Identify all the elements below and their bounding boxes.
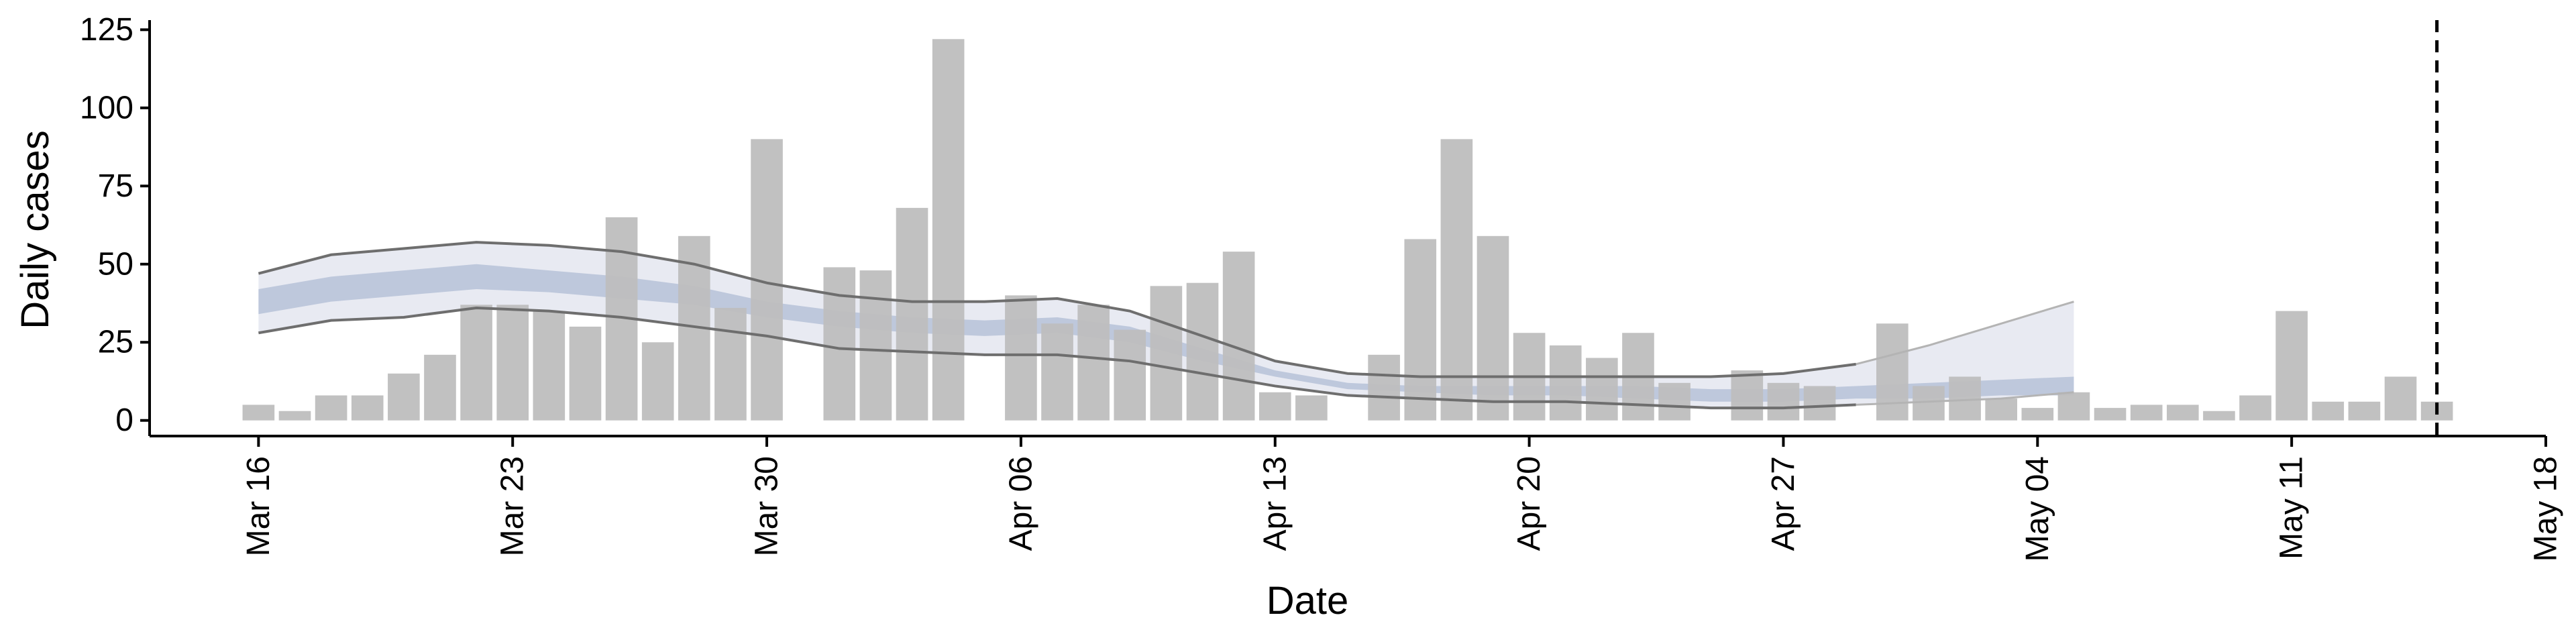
bar xyxy=(859,270,892,421)
bar xyxy=(896,207,928,421)
bar xyxy=(1222,252,1255,421)
lines-layer xyxy=(258,20,2439,436)
bar xyxy=(1295,395,1328,421)
bar xyxy=(533,311,566,421)
bar xyxy=(351,395,384,421)
x-axis-label: Date xyxy=(1267,579,1349,623)
bar xyxy=(1803,386,1836,421)
bar xyxy=(1477,235,1509,421)
bar xyxy=(278,411,311,421)
bar xyxy=(1767,382,1800,421)
y-tick-label: 25 xyxy=(98,325,133,360)
bar xyxy=(569,326,602,421)
bars-layer xyxy=(242,39,2453,421)
bar xyxy=(2239,395,2271,421)
bar xyxy=(2021,408,2054,421)
bar xyxy=(315,395,347,421)
bar xyxy=(1549,345,1582,421)
x-tick-label: Mar 30 xyxy=(749,456,785,556)
x-tick-label: Apr 27 xyxy=(1766,456,1801,551)
bar xyxy=(823,267,856,421)
bar xyxy=(932,39,965,421)
bar xyxy=(1005,295,1037,421)
bar xyxy=(1077,305,1110,421)
bar xyxy=(242,405,275,421)
x-tick-label: May 11 xyxy=(2274,456,2310,559)
x-tick-label: May 18 xyxy=(2528,456,2564,561)
bar xyxy=(2130,405,2163,421)
x-tick-label: May 04 xyxy=(2020,456,2055,561)
bar xyxy=(1913,386,1945,421)
bar xyxy=(1186,282,1219,421)
bar xyxy=(1258,392,1291,421)
bar xyxy=(1404,239,1437,421)
estimate-lower-line xyxy=(258,306,1856,410)
bar xyxy=(460,305,492,421)
x-tick-label: Apr 13 xyxy=(1257,456,1293,551)
estimate-upper-tail xyxy=(1856,301,2074,366)
y-axis-label: Daily cases xyxy=(13,130,57,329)
bar xyxy=(2312,401,2345,421)
x-tick-label: Mar 23 xyxy=(495,456,531,556)
bar xyxy=(1041,323,1073,421)
bar xyxy=(1440,139,1473,421)
bar xyxy=(1368,354,1400,421)
bar xyxy=(388,373,420,421)
estimate-lower-tail xyxy=(1856,391,2074,406)
bar xyxy=(1876,323,1909,421)
bar xyxy=(2384,376,2417,421)
x-tick-label: Mar 16 xyxy=(241,456,276,556)
bar xyxy=(641,342,674,421)
bar xyxy=(1114,329,1146,421)
bar xyxy=(1985,398,2017,421)
bar xyxy=(2203,411,2235,421)
bar xyxy=(1586,358,1618,421)
x-tick-label: Apr 20 xyxy=(1511,456,1547,551)
y-tick-label: 0 xyxy=(115,402,133,438)
estimate-upper-line xyxy=(258,241,1856,378)
bar xyxy=(2094,408,2127,421)
bar xyxy=(2275,311,2308,421)
x-tick-label: Apr 06 xyxy=(1003,456,1038,551)
bar xyxy=(2166,405,2199,421)
bar xyxy=(714,307,747,421)
y-tick-label: 50 xyxy=(98,246,133,282)
bar xyxy=(1731,370,1764,421)
axes-layer: 0 25 50 75 100 125 Mar 16 Mar 23 Mar 30 Apr 06 Apr… xyxy=(80,12,2564,562)
y-tick-label: 125 xyxy=(80,12,133,48)
bar xyxy=(1150,286,1183,421)
bar xyxy=(496,305,529,421)
bar xyxy=(2057,392,2090,421)
y-tick-label: 75 xyxy=(98,168,133,204)
bar xyxy=(1658,382,1690,421)
bar xyxy=(424,354,456,421)
bar xyxy=(1949,376,1981,421)
bar xyxy=(2348,401,2381,421)
estimate-inner-band xyxy=(258,264,2074,402)
y-tick-label: 100 xyxy=(80,90,133,125)
